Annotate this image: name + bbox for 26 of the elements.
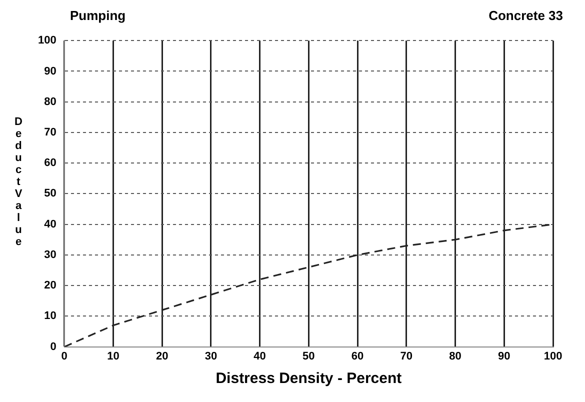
- x-tick-label: 40: [254, 350, 266, 362]
- y-tick-label: 0: [50, 340, 56, 353]
- x-tick-label: 100: [544, 350, 562, 362]
- y-tick-label: 100: [38, 34, 56, 47]
- x-tick-label: 60: [351, 350, 364, 362]
- x-tick-label: 90: [498, 350, 510, 362]
- y-tick-label: 10: [44, 310, 56, 322]
- y-tick-label: 90: [44, 65, 56, 78]
- chart-title: Pumping: [70, 8, 126, 25]
- x-tick-label: 10: [107, 350, 120, 362]
- y-tick-label: 30: [44, 248, 56, 261]
- y-tick-label: 50: [44, 188, 56, 200]
- y-tick-label: 70: [44, 126, 56, 138]
- text: Deduct Value: [14, 116, 22, 248]
- x-tick-label: 70: [400, 350, 413, 362]
- x-tick-label: 0: [61, 350, 68, 362]
- y-tick-label: 80: [44, 96, 56, 108]
- x-tick-label: 20: [156, 350, 168, 362]
- y-tick-label: 60: [44, 157, 56, 170]
- y-tick-label: 20: [44, 280, 56, 292]
- x-tick-label: 80: [449, 350, 462, 362]
- x-axis-title: Distress Density - Percent: [216, 370, 402, 388]
- chart-subtitle: Concrete 33: [488, 8, 563, 25]
- x-tick-label: 50: [302, 350, 315, 362]
- x-tick-label: 30: [204, 350, 218, 362]
- y-tick-label: 40: [44, 218, 56, 230]
